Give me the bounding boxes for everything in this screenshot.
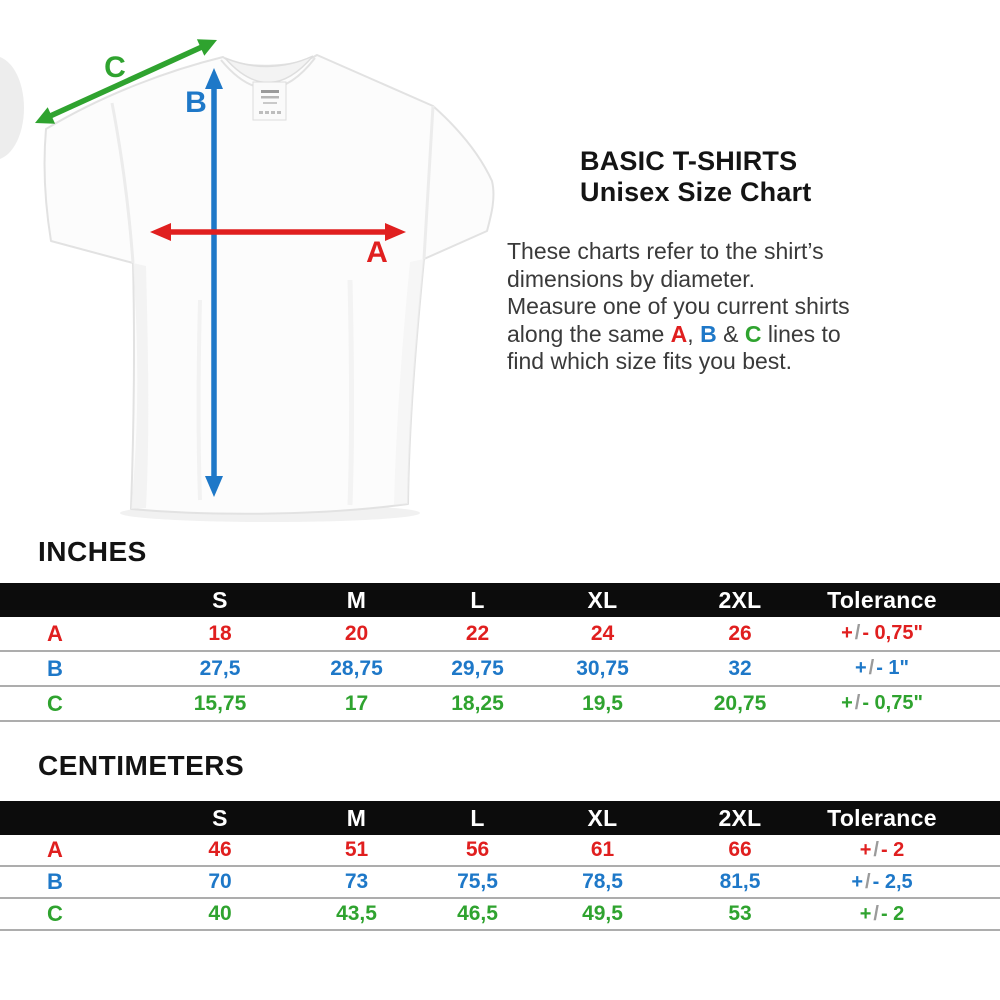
tolerance-cell: + / - 2,5 bbox=[851, 870, 913, 893]
measure-arrow-c bbox=[35, 39, 217, 124]
desc-letter-a: A bbox=[670, 320, 688, 347]
desc-line: lines to bbox=[761, 320, 841, 347]
table-row-c: C 15,75 17 18,25 19,5 20,75 + / - 0,75" bbox=[0, 687, 1000, 722]
table-cell: 27,5 bbox=[199, 656, 241, 680]
desc-line: These charts refer to the shirt’s bbox=[507, 238, 824, 264]
tolerance-cell: + / - 1" bbox=[854, 657, 910, 679]
column-header-s: S bbox=[212, 804, 228, 831]
column-header-2xl: 2XL bbox=[718, 804, 762, 831]
centimeters-section-title: CENTIMETERS bbox=[38, 750, 245, 781]
desc-line: Measure one of you current shirts bbox=[507, 293, 850, 319]
column-header-l: L bbox=[470, 586, 485, 613]
title-line2: Unisex Size Chart bbox=[580, 177, 812, 207]
column-header-m: M bbox=[346, 586, 367, 613]
table-cell: 26 bbox=[728, 621, 752, 645]
inches-table: S M L XL 2XL Tolerance A 18 20 22 24 26 … bbox=[0, 583, 1000, 722]
centimeters-table-header: S M L XL 2XL Tolerance bbox=[0, 801, 1000, 835]
table-cell: 49,5 bbox=[582, 902, 623, 925]
desc-line: along the same bbox=[507, 320, 671, 347]
table-cell: 20,75 bbox=[713, 691, 767, 715]
table-row-b: B 27,5 28,75 29,75 30,75 32 + / - 1" bbox=[0, 652, 1000, 687]
inches-table-header: S M L XL 2XL Tolerance bbox=[0, 583, 1000, 617]
table-cell: 56 bbox=[465, 838, 490, 861]
body-wrinkle bbox=[196, 299, 202, 501]
desc-letter-b: B bbox=[700, 320, 717, 347]
table-row-b: B 70 73 75,5 78,5 81,5 + / - 2,5 bbox=[0, 867, 1000, 899]
tshirt-measurement-diagram: C B A bbox=[0, 39, 495, 522]
row-label: C bbox=[47, 690, 63, 716]
tshirt-illustration bbox=[43, 54, 495, 515]
table-cell: 75,5 bbox=[457, 870, 498, 893]
desc-separator: , bbox=[687, 320, 701, 347]
page-title: BASIC T-SHIRTS Unisex Size Chart bbox=[580, 146, 811, 208]
chart-description: These charts refer to the shirt’s dimens… bbox=[507, 238, 977, 376]
table-cell: 53 bbox=[728, 902, 752, 925]
table-cell: 30,75 bbox=[576, 656, 629, 680]
collar-opening bbox=[224, 55, 314, 84]
column-header-2xl: 2XL bbox=[718, 586, 762, 613]
column-header-l: L bbox=[470, 804, 485, 831]
row-label: A bbox=[47, 837, 63, 862]
inches-section-title: INCHES bbox=[38, 536, 147, 567]
table-cell: 46,5 bbox=[457, 902, 498, 925]
right-fold-shading bbox=[394, 259, 424, 505]
table-cell: 81,5 bbox=[719, 870, 761, 893]
title-line1: BASIC T-SHIRTS bbox=[580, 146, 798, 176]
column-header-s: S bbox=[212, 586, 228, 613]
table-cell: 43,5 bbox=[336, 902, 377, 925]
background-shadow bbox=[0, 57, 24, 159]
table-cell: 73 bbox=[344, 870, 369, 893]
table-cell: 18 bbox=[208, 621, 232, 645]
column-header-xl: XL bbox=[587, 804, 618, 831]
table-cell: 70 bbox=[208, 870, 232, 893]
table-row-c: C 40 43,5 46,5 49,5 53 + / - 2 bbox=[0, 899, 1000, 931]
neck-tag bbox=[252, 81, 287, 121]
table-cell: 51 bbox=[344, 838, 369, 861]
row-label: B bbox=[47, 655, 63, 681]
table-cell: 29,75 bbox=[451, 656, 504, 680]
table-cell: 18,25 bbox=[451, 691, 504, 715]
row-label: B bbox=[47, 869, 63, 894]
right-sleeve-seam bbox=[422, 105, 435, 260]
table-cell: 66 bbox=[728, 838, 752, 861]
measure-arrow-a bbox=[150, 223, 406, 241]
desc-letter-c: C bbox=[744, 320, 762, 347]
column-header-tolerance: Tolerance bbox=[827, 586, 937, 613]
table-cell: 28,75 bbox=[330, 656, 383, 680]
table-cell: 61 bbox=[590, 838, 615, 861]
table-row-a: A 46 51 56 61 66 + / - 2 bbox=[0, 835, 1000, 867]
desc-line: find which size fits you best. bbox=[507, 348, 793, 374]
row-label: A bbox=[47, 620, 63, 646]
measure-label-b: B bbox=[185, 86, 207, 119]
table-row-a: A 18 20 22 24 26 + / - 0,75" bbox=[0, 617, 1000, 652]
table-cell: 46 bbox=[208, 838, 232, 861]
table-cell: 19,5 bbox=[582, 691, 623, 715]
column-header-tolerance: Tolerance bbox=[827, 804, 937, 831]
tolerance-cell: + / - 0,75" bbox=[841, 622, 923, 644]
table-cell: 78,5 bbox=[582, 870, 623, 893]
tolerance-cell: + / - 2 bbox=[859, 902, 905, 925]
tolerance-cell: + / - 2 bbox=[859, 838, 905, 861]
measure-arrow-b bbox=[205, 68, 223, 497]
tolerance-cell: + / - 0,75" bbox=[841, 692, 923, 714]
table-cell: 22 bbox=[465, 621, 490, 645]
left-fold-shading bbox=[131, 263, 149, 509]
measure-label-c: C bbox=[104, 51, 126, 84]
table-cell: 17 bbox=[344, 691, 369, 715]
measure-label-a: A bbox=[366, 236, 388, 269]
desc-line: dimensions by diameter. bbox=[507, 265, 756, 292]
column-header-m: M bbox=[346, 804, 367, 831]
table-cell: 40 bbox=[208, 902, 232, 925]
body-wrinkle bbox=[347, 279, 354, 506]
table-cell: 32 bbox=[728, 656, 752, 680]
row-label: C bbox=[47, 901, 63, 926]
table-cell: 24 bbox=[590, 621, 615, 645]
left-sleeve-seam bbox=[110, 102, 135, 264]
desc-separator: & bbox=[716, 320, 745, 347]
table-cell: 20 bbox=[344, 621, 369, 645]
column-header-xl: XL bbox=[587, 586, 618, 613]
table-cell: 15,75 bbox=[193, 691, 247, 715]
centimeters-table: S M L XL 2XL Tolerance A 46 51 56 61 66 … bbox=[0, 801, 1000, 931]
